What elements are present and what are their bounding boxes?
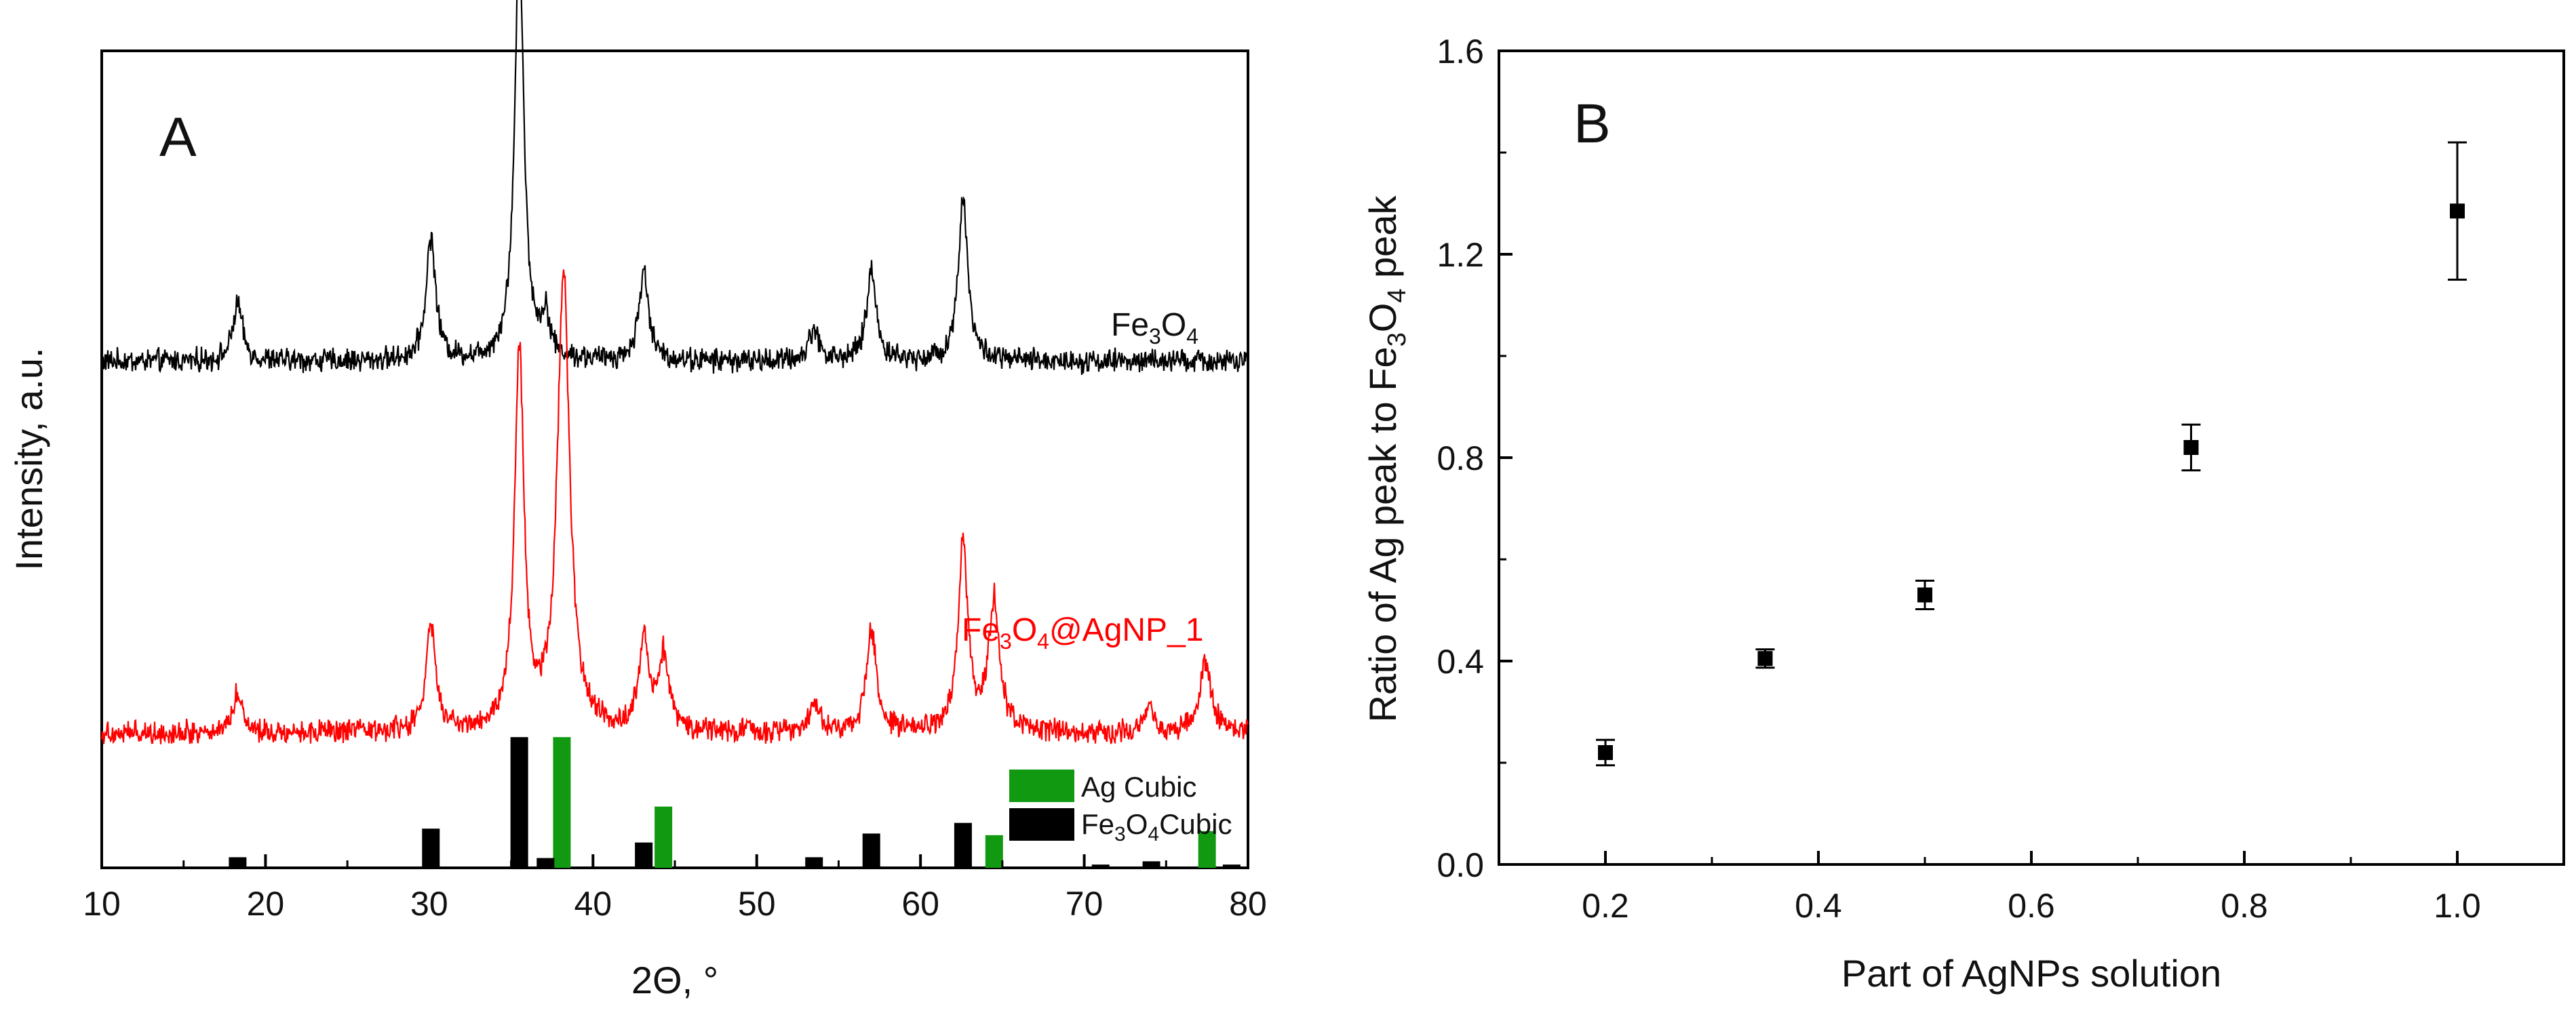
panel-a-label: A — [159, 106, 197, 168]
x-tick-label: 50 — [738, 885, 776, 923]
x-tick-label: 40 — [574, 885, 612, 923]
fe3o4-agnp-curve-label: Fe3O4@AgNP_1 — [962, 612, 1203, 654]
panel-a-frame — [100, 49, 1249, 869]
fe3o4-curve-label: Fe3O4 — [1111, 307, 1198, 348]
x-tick-label: 20 — [247, 885, 285, 923]
legend-label-fe3o4: Fe3O4Cubic — [1081, 808, 1232, 845]
data-point — [2183, 440, 2199, 455]
y-tick-label: 0.0 — [1437, 846, 1484, 884]
y-tick-label: 1.6 — [1437, 33, 1484, 71]
fe3o4-reference-bar — [1091, 864, 1110, 868]
panel-b-frame — [1498, 49, 2565, 866]
panel-b: 0.2 0.4 0.6 0.8 1.0 0.0 0.4 0.8 1.2 1.6 B Part o… — [1361, 33, 2565, 995]
legend-swatch-ag — [1009, 770, 1074, 802]
panel-b-y-axis-title: Ratio of Ag peak to Fe3O4 peak — [1361, 195, 1411, 723]
legend-label-ag: Ag Cubic — [1081, 771, 1196, 803]
ag-reference-bar — [655, 806, 673, 868]
fe3o4-reference-bar — [422, 829, 440, 868]
fe3o4-reference-bar — [954, 822, 972, 868]
panel-a: 10 20 30 40 50 60 70 80 A Fe3O4 Fe3O4@AgNP_1 Ag… — [7, 0, 1267, 1001]
ag-reference-bar — [1198, 831, 1216, 868]
fe3o4-reference-bar — [1142, 861, 1160, 868]
data-point — [1757, 651, 1773, 666]
x-tick-label: 60 — [901, 885, 939, 923]
panel-b-label: B — [1574, 93, 1611, 155]
fe3o4-curve — [100, 0, 1249, 375]
x-tick-label: 10 — [83, 885, 121, 923]
data-point — [1598, 745, 1613, 760]
fe3o4-reference-bar — [229, 857, 247, 868]
fe3o4-reference-bar — [635, 842, 653, 868]
panel-b-x-ticks: 0.2 0.4 0.6 0.8 1.0 — [1498, 851, 2565, 925]
xrd-curves — [100, 0, 1249, 745]
fe3o4-reference-bar — [862, 833, 880, 868]
data-point — [2450, 203, 2465, 219]
fe3o4-agnp-curve — [100, 269, 1249, 745]
x-tick-label: 80 — [1229, 885, 1267, 923]
legend: Ag Cubic Fe3O4Cubic — [1009, 770, 1232, 845]
panel-a-x-axis-title: 2Θ, ° — [631, 959, 718, 1001]
fe3o4-reference-bar — [510, 737, 528, 868]
x-tick-label: 1.0 — [2434, 887, 2481, 925]
data-points — [1596, 141, 2467, 767]
panel-a-y-axis-title: Intensity, a.u. — [7, 348, 50, 571]
ag-reference-bar — [553, 737, 571, 868]
y-tick-label: 1.2 — [1437, 236, 1484, 274]
panel-b-y-ticks: 0.0 0.4 0.8 1.2 1.6 — [1437, 33, 1513, 884]
legend-swatch-fe3o4 — [1009, 808, 1074, 841]
y-tick-label: 0.8 — [1437, 439, 1484, 477]
x-tick-label: 70 — [1066, 885, 1104, 923]
x-tick-label: 0.8 — [2221, 887, 2268, 925]
fe3o4-reference-bar — [805, 857, 823, 868]
x-tick-label: 0.6 — [2008, 887, 2055, 925]
x-tick-label: 30 — [410, 885, 448, 923]
reference-bars — [229, 737, 1241, 868]
y-tick-label: 0.4 — [1437, 643, 1484, 681]
ag-reference-bar — [985, 835, 1003, 868]
fe3o4-reference-bar — [536, 858, 555, 868]
x-tick-label: 0.4 — [1795, 887, 1842, 925]
panel-a-x-ticks: 10 20 30 40 50 60 70 80 — [83, 854, 1267, 923]
panel-b-x-axis-title: Part of AgNPs solution — [1841, 952, 2221, 995]
fe3o4-reference-bar — [1222, 864, 1241, 868]
x-tick-label: 0.2 — [1582, 887, 1629, 925]
data-point — [1917, 587, 1932, 603]
